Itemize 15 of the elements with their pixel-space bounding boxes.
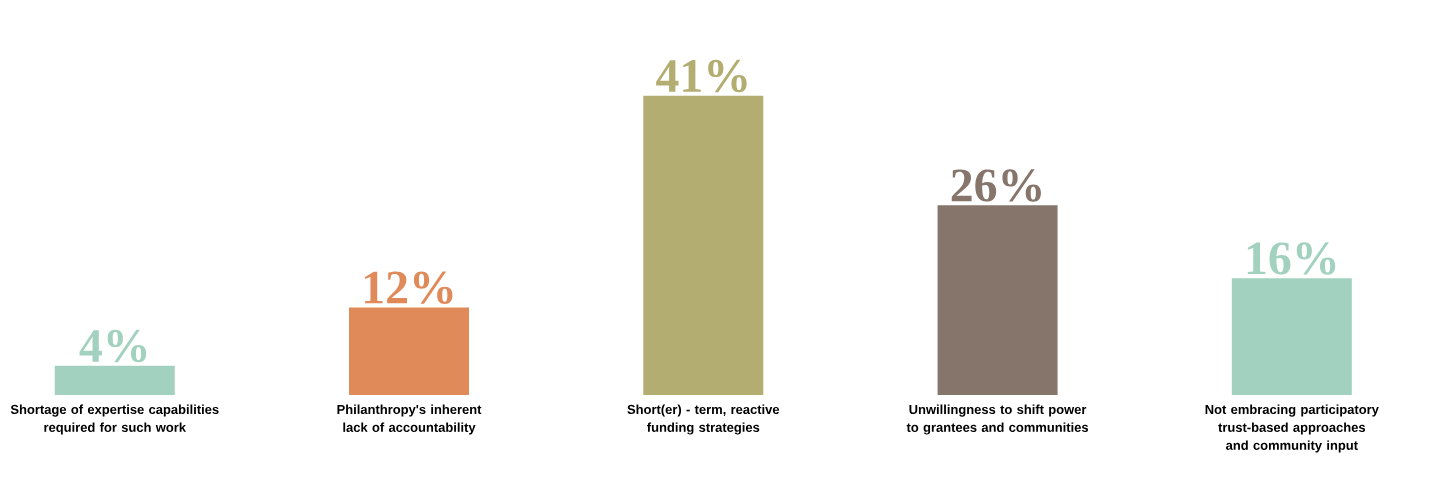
x-tick-label: Shortage of expertise capabilities required for such work bbox=[10, 404, 219, 435]
data-label: 4% bbox=[79, 329, 147, 363]
data-label: 16% bbox=[1247, 242, 1336, 275]
bar bbox=[1231, 278, 1352, 395]
data-label: 26% bbox=[951, 169, 1041, 202]
data-label: 41% bbox=[656, 59, 747, 93]
x-tick-label: Unwillingness to shift power to grantees and communities bbox=[906, 404, 1089, 435]
bar bbox=[54, 365, 175, 395]
bar bbox=[349, 307, 470, 395]
data-label: 12% bbox=[365, 271, 453, 304]
bar bbox=[937, 205, 1058, 395]
x-tick-label: Not embracing participatory trust-based approaches and community input bbox=[1205, 404, 1379, 453]
x-tick-label: Short(er) - term, reactive funding strategies bbox=[627, 404, 780, 435]
x-tick-label: Philanthropy's inherent lack of accountability bbox=[337, 404, 482, 435]
bar bbox=[643, 95, 764, 395]
